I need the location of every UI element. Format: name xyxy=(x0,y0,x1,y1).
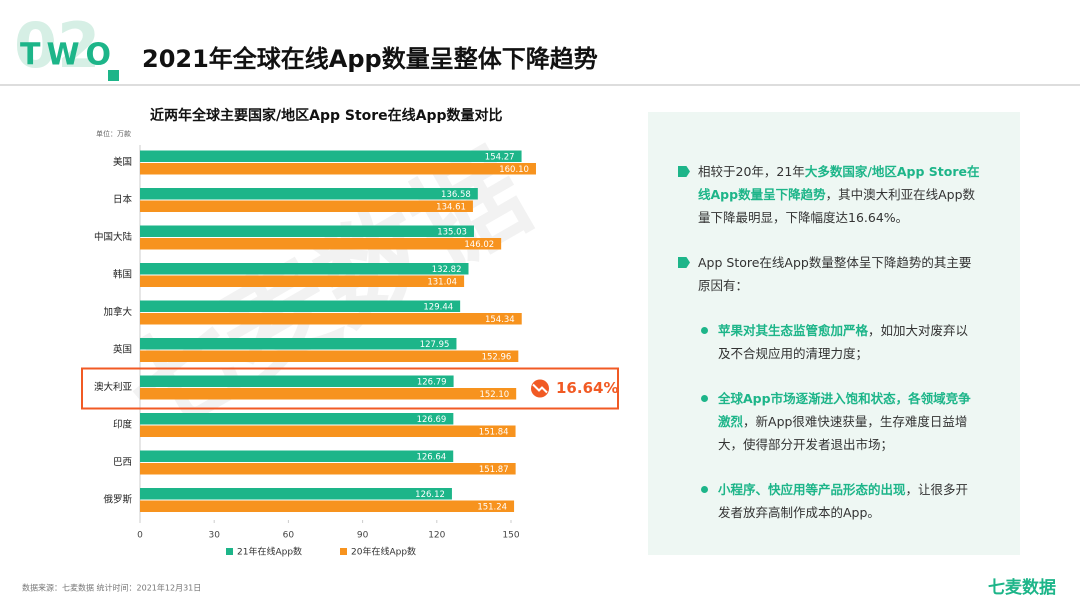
bar-value-label: 154.27 xyxy=(485,152,515,162)
chart-title: 近两年全球主要国家/地区App Store在线App数量对比 xyxy=(150,107,503,124)
logo: 七麦数据 xyxy=(988,577,1056,598)
bar-value-label: 134.61 xyxy=(436,202,466,212)
bar xyxy=(140,163,536,175)
text: 相较于20年，21年 xyxy=(698,164,805,179)
bar xyxy=(140,500,515,512)
bar-value-label: 152.96 xyxy=(482,352,512,362)
x-tick-label: 90 xyxy=(357,531,369,541)
bar-value-label: 129.44 xyxy=(423,302,453,312)
bar xyxy=(140,263,469,275)
y-tick-label: 英国 xyxy=(113,344,132,356)
source: 数据来源：七麦数据 统计时间：2021年12月31日 xyxy=(22,583,201,593)
bar xyxy=(140,238,502,250)
reasons: 苹果对其生态监管愈加严格，如加大对废弃以及不合规应用的清理力度； 全球App市场逐… xyxy=(678,319,980,524)
reason: 苹果对其生态监管愈加严格，如加大对废弃以及不合规应用的清理力度； xyxy=(698,319,980,365)
bar xyxy=(140,300,461,312)
bar xyxy=(140,150,522,162)
x-tick-label: 60 xyxy=(283,531,295,541)
y-tick-label: 澳大利亚 xyxy=(94,381,133,393)
bar-value-label: 160.10 xyxy=(499,165,529,175)
text: ，让很多开发者放弃高制作成本的App。 xyxy=(718,482,969,520)
highlight: 全球App市场逐渐进入饱和状态，各领域竞争激烈 xyxy=(718,391,971,429)
bar xyxy=(140,338,457,350)
legend-label: 20年在线App数 xyxy=(351,546,416,558)
legend-swatch xyxy=(226,548,233,555)
bar-value-label: 131.04 xyxy=(427,277,457,287)
bar xyxy=(140,350,519,362)
bar xyxy=(140,463,516,475)
insight-panel: 相较于20年，21年大多数国家/地区App Store在线App数量呈下降趋势，… xyxy=(648,112,1020,555)
bar-value-label: 151.84 xyxy=(479,427,509,437)
bar xyxy=(140,488,452,500)
legend-label: 21年在线App数 xyxy=(237,546,302,558)
bar-value-label: 126.69 xyxy=(417,415,447,425)
text: App Store在线App数量整体呈下降趋势的其主要原因有： xyxy=(698,255,972,293)
bar-value-label: 154.34 xyxy=(485,315,515,325)
bar xyxy=(140,225,474,237)
y-tick-label: 韩国 xyxy=(113,269,132,281)
text: ，如加大对废弃以及不合规应用的清理力度； xyxy=(718,323,969,361)
highlight-box xyxy=(81,367,619,410)
bar-value-label: 132.82 xyxy=(432,265,462,275)
bar-value-label: 151.24 xyxy=(477,502,507,512)
bar-value-label: 126.64 xyxy=(416,452,446,462)
bar-value-label: 127.95 xyxy=(420,340,450,350)
bar-value-label: 151.87 xyxy=(479,465,509,475)
text: ，新App很难快速获量，生存难度日益增大，使得部分开发者退出市场； xyxy=(718,414,968,452)
y-tick-label: 中国大陆 xyxy=(94,231,133,243)
bar xyxy=(140,375,454,387)
x-tick-label: 30 xyxy=(208,531,220,541)
y-tick-label: 俄罗斯 xyxy=(103,494,132,506)
bar xyxy=(140,188,478,200)
bar xyxy=(140,388,517,400)
page-title: 2021年全球在线App数量呈整体下降趋势 xyxy=(142,45,598,73)
y-tick-label: 美国 xyxy=(113,156,132,168)
y-tick-label: 印度 xyxy=(113,419,133,431)
x-tick-label: 0 xyxy=(137,531,143,541)
bar-value-label: 136.58 xyxy=(441,190,471,200)
bar xyxy=(140,200,473,212)
highlight-label: 16.64% xyxy=(556,379,618,397)
y-tick-label: 日本 xyxy=(113,194,133,206)
bar xyxy=(140,275,465,287)
y-tick-label: 巴西 xyxy=(113,457,132,468)
bar xyxy=(140,450,454,462)
unit-label: 单位：万款 xyxy=(96,129,131,138)
highlight: 苹果对其生态监管愈加严格 xyxy=(718,323,869,338)
y-tick-label: 加拿大 xyxy=(103,306,132,318)
text: ，其中澳大利亚在线App数量下降最明显，下降幅度达16.64%。 xyxy=(698,187,975,225)
reason: 全球App市场逐渐进入饱和状态，各领域竞争激烈，新App很难快速获量，生存难度日… xyxy=(698,387,980,456)
reasons-intro: App Store在线App数量整体呈下降趋势的其主要原因有： xyxy=(678,251,980,297)
x-tick-label: 150 xyxy=(502,531,519,541)
bar-value-label: 126.12 xyxy=(415,490,445,500)
bar xyxy=(140,313,522,325)
legend-swatch xyxy=(340,548,347,555)
highlight: 大多数国家/地区App Store在线App数量呈下降趋势 xyxy=(698,164,980,202)
bar-value-label: 135.03 xyxy=(437,227,467,237)
section-number: 02 xyxy=(14,9,100,82)
reason: 小程序、快应用等产品形态的出现，让很多开发者放弃高制作成本的App。 xyxy=(698,478,980,524)
highlight-arrow xyxy=(532,383,548,394)
bar xyxy=(140,425,516,437)
badge-square xyxy=(108,70,119,81)
summary: 相较于20年，21年大多数国家/地区App Store在线App数量呈下降趋势，… xyxy=(678,160,980,229)
highlight: 小程序、快应用等产品形态的出现 xyxy=(718,482,906,497)
bar-value-label: 126.79 xyxy=(417,377,447,387)
bar-value-label: 152.10 xyxy=(479,390,509,400)
bar-value-label: 146.02 xyxy=(464,240,494,250)
bar xyxy=(140,413,454,425)
x-tick-label: 120 xyxy=(428,531,445,541)
section-badge: TWO xyxy=(20,38,117,73)
